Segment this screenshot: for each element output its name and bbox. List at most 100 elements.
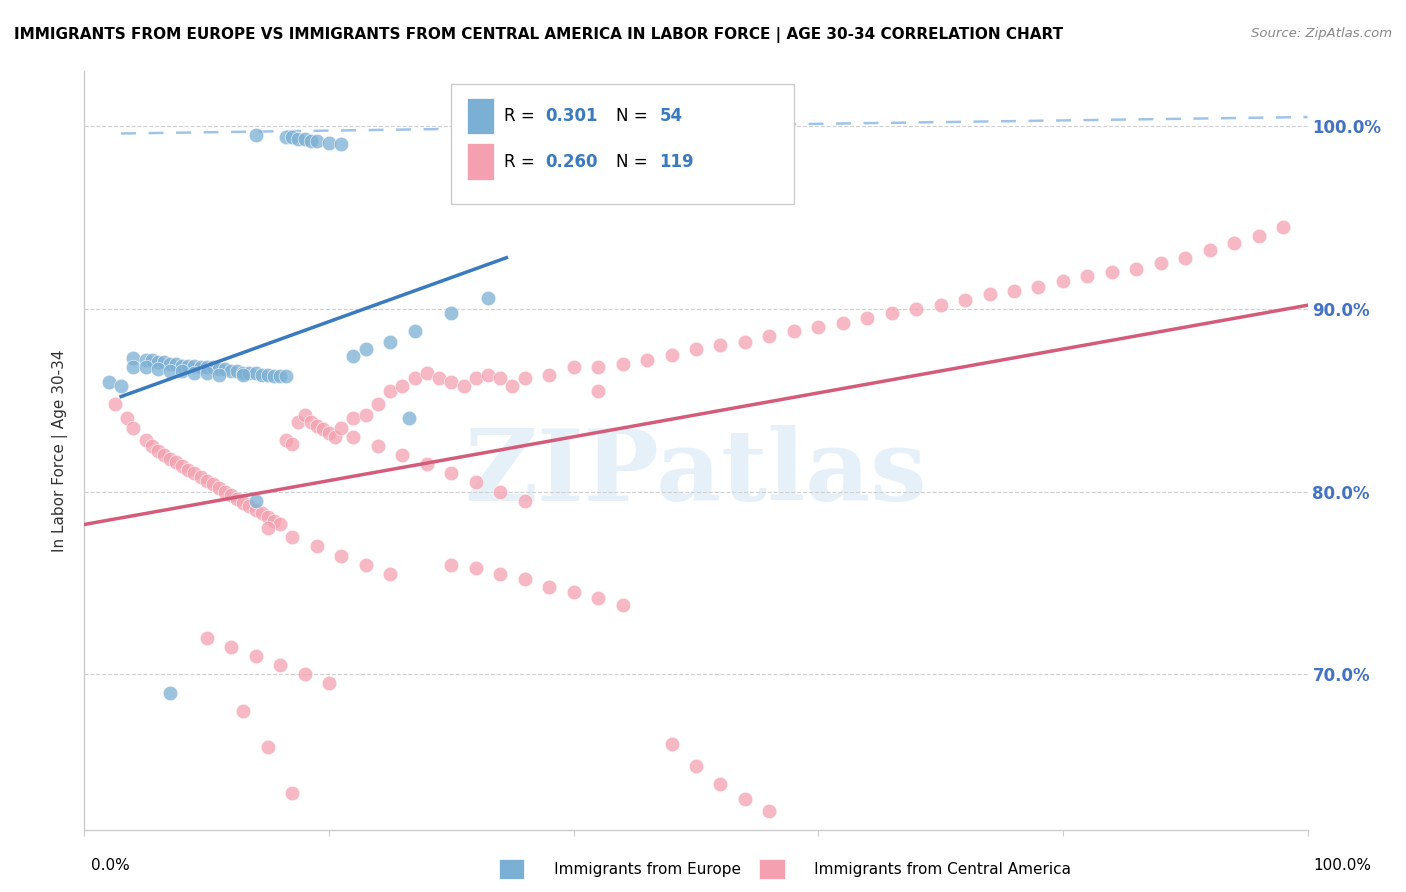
Point <box>299 415 322 429</box>
Bar <box>467 98 494 135</box>
Point <box>513 572 536 586</box>
Text: Immigrants from Europe: Immigrants from Europe <box>520 863 741 877</box>
Point <box>287 132 309 146</box>
Point <box>281 786 304 800</box>
Point <box>562 585 585 599</box>
Point <box>159 685 181 699</box>
Point <box>159 357 181 371</box>
Point <box>354 558 377 572</box>
Point <box>276 434 298 448</box>
Point <box>159 451 181 466</box>
Point <box>122 420 145 434</box>
Point <box>219 364 242 378</box>
Point <box>165 455 187 469</box>
Point <box>880 305 903 319</box>
Point <box>97 375 120 389</box>
Point <box>104 397 127 411</box>
Point <box>856 311 879 326</box>
Point <box>979 287 1001 301</box>
Point <box>1223 236 1246 251</box>
Point <box>477 291 499 305</box>
Point <box>110 378 132 392</box>
Text: R =: R = <box>503 107 540 125</box>
Point <box>367 439 389 453</box>
Point <box>1028 280 1050 294</box>
Point <box>416 366 439 380</box>
Point <box>538 368 561 382</box>
Point <box>294 408 316 422</box>
Point <box>190 360 212 375</box>
Point <box>238 366 260 380</box>
Text: Source: ZipAtlas.com: Source: ZipAtlas.com <box>1251 27 1392 40</box>
Point <box>232 368 254 382</box>
Point <box>294 667 316 681</box>
Point <box>538 580 561 594</box>
Text: 0.260: 0.260 <box>546 153 598 170</box>
Point <box>245 648 267 663</box>
Point <box>183 366 205 380</box>
Point <box>354 342 377 356</box>
Point <box>391 448 413 462</box>
Point <box>685 758 707 772</box>
Point <box>477 368 499 382</box>
Point <box>661 737 683 751</box>
Point <box>318 676 340 690</box>
Text: Immigrants from Central America: Immigrants from Central America <box>780 863 1071 877</box>
Point <box>245 493 267 508</box>
Point <box>464 371 486 385</box>
Point <box>122 360 145 375</box>
Point <box>263 369 285 384</box>
Point <box>489 484 512 499</box>
Point <box>245 503 267 517</box>
Point <box>464 475 486 490</box>
Point <box>489 566 512 581</box>
Point <box>219 488 242 502</box>
Point <box>342 350 364 364</box>
Point <box>305 134 328 148</box>
Point <box>440 558 463 572</box>
Point <box>489 371 512 385</box>
Point <box>305 540 328 554</box>
Point <box>734 334 756 349</box>
Point <box>1002 284 1025 298</box>
Point <box>141 353 163 368</box>
Point <box>122 351 145 366</box>
Point <box>1272 219 1295 234</box>
Point <box>1198 244 1220 258</box>
Y-axis label: In Labor Force | Age 30-34: In Labor Force | Age 30-34 <box>52 349 69 552</box>
Point <box>1150 256 1173 270</box>
Point <box>257 368 280 382</box>
Point <box>245 366 267 380</box>
Point <box>330 549 353 563</box>
Point <box>440 305 463 319</box>
Point <box>250 368 273 382</box>
Point <box>318 426 340 441</box>
Point <box>208 368 231 382</box>
Point <box>281 530 304 544</box>
Point <box>135 360 157 375</box>
Point <box>305 418 328 433</box>
Point <box>1052 275 1074 289</box>
Point <box>416 457 439 471</box>
Point <box>281 437 304 451</box>
Point <box>257 521 280 535</box>
Point <box>513 371 536 385</box>
Point <box>153 355 176 369</box>
Point <box>612 598 634 612</box>
Point <box>586 591 609 605</box>
Point <box>245 128 267 143</box>
Point <box>1174 251 1197 265</box>
Point <box>758 805 780 819</box>
Point <box>165 357 187 371</box>
Point <box>513 493 536 508</box>
Point <box>380 384 402 398</box>
Point <box>263 514 285 528</box>
Text: IMMIGRANTS FROM EUROPE VS IMMIGRANTS FROM CENTRAL AMERICA IN LABOR FORCE | AGE 3: IMMIGRANTS FROM EUROPE VS IMMIGRANTS FRO… <box>14 27 1063 43</box>
Point <box>440 467 463 481</box>
Point <box>201 360 224 375</box>
Point <box>276 130 298 145</box>
Point <box>440 375 463 389</box>
Point <box>190 470 212 484</box>
Point <box>391 378 413 392</box>
Point <box>905 301 928 316</box>
